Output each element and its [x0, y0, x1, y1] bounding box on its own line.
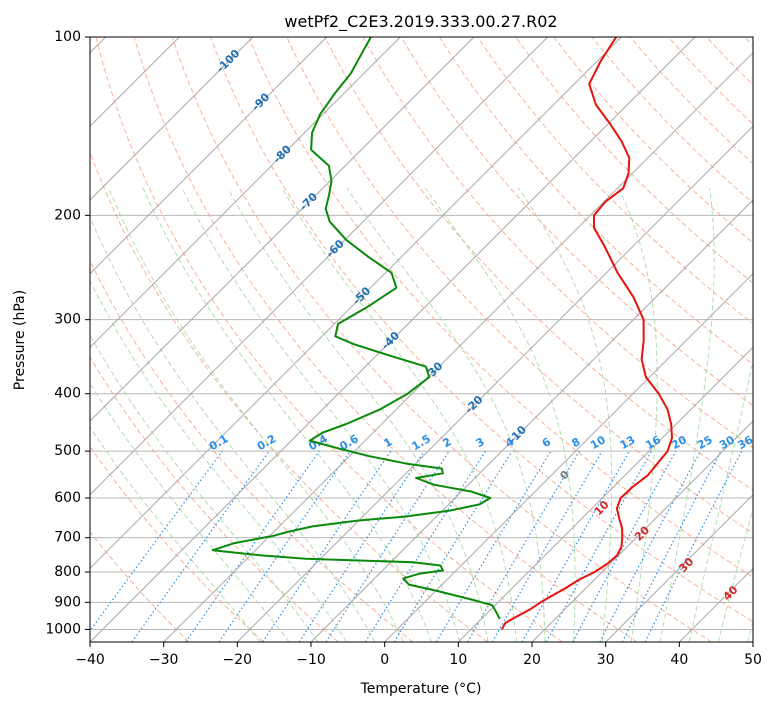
y-tick-label: 700 — [54, 530, 81, 546]
moist-adiabats — [90, 187, 753, 642]
y-tick-label: 800 — [54, 564, 81, 580]
dry-adiabat — [286, 37, 753, 534]
plot-area — [90, 37, 753, 642]
moist-adiabat — [108, 188, 404, 642]
mixing-ratio-line — [185, 450, 320, 642]
dry-adiabat — [324, 37, 753, 491]
mixing-ratio-line — [90, 450, 223, 632]
x-tick-label: 40 — [670, 652, 688, 668]
mixing-ratio-line — [364, 450, 486, 642]
x-tick-label: 10 — [449, 652, 467, 668]
temperature-profile — [500, 37, 673, 630]
moist-adiabat — [618, 187, 658, 642]
moist-adiabat — [90, 334, 319, 642]
x-tick-label: 0 — [380, 652, 389, 668]
isotherm-line — [90, 37, 549, 496]
x-tick-label: −20 — [223, 652, 253, 668]
x-tick-label: 30 — [597, 652, 615, 668]
isotherm-line — [531, 420, 753, 642]
x-tick-label: −30 — [149, 652, 179, 668]
y-tick-label: 1000 — [45, 621, 81, 637]
x-tick-label: 50 — [744, 652, 762, 668]
mixing-ratio-lines — [90, 450, 743, 642]
isotherm-line — [310, 199, 753, 642]
moist-adiabat — [90, 382, 290, 642]
moist-adiabat — [425, 187, 576, 642]
y-tick-label: 400 — [54, 386, 81, 402]
dry-adiabats — [90, 37, 753, 642]
moist-adiabat — [346, 187, 546, 642]
isotherm-line — [90, 37, 401, 349]
isotherm-line — [457, 346, 753, 642]
moist-adiabat — [659, 188, 715, 642]
isotherm-line — [90, 37, 622, 570]
dry-adiabat — [90, 259, 414, 642]
x-axis-ticks: −40 −30 −20 −10 0 10 20 30 40 50 — [75, 642, 762, 668]
dry-adiabat — [90, 356, 339, 642]
y-tick-label: 500 — [54, 443, 81, 459]
y-axis-title: Pressure (hPa) — [12, 290, 28, 390]
isotherm-line — [605, 493, 753, 642]
dewpoint-profile — [211, 37, 501, 620]
dry-adiabat — [210, 37, 753, 623]
mixing-ratio-line — [466, 450, 580, 642]
mixing-ratio-line — [491, 450, 603, 642]
dry-adiabat — [90, 150, 488, 642]
isotherm-line — [90, 37, 696, 642]
isotherm-line — [90, 37, 475, 422]
dry-adiabat — [591, 37, 753, 204]
mixing-ratio-line — [393, 450, 513, 642]
y-tick-label: 600 — [54, 490, 81, 506]
mixing-ratio-line — [435, 450, 552, 642]
plot-frame — [89, 36, 754, 643]
y-tick-label: 900 — [54, 594, 81, 610]
isotherm-line — [163, 51, 753, 642]
dry-adiabat — [553, 37, 753, 244]
mixing-ratio-line — [572, 450, 677, 642]
y-tick-label: 300 — [54, 312, 81, 328]
dry-adiabat — [248, 37, 753, 578]
y-tick-label: 100 — [54, 29, 81, 45]
dry-adiabat — [477, 37, 753, 325]
moist-adiabat — [90, 279, 347, 642]
profile-series — [211, 37, 673, 630]
y-tick-label: 200 — [54, 207, 81, 223]
x-tick-label: 20 — [523, 652, 541, 668]
moist-adiabat — [142, 187, 432, 642]
isotherm-line — [90, 37, 328, 275]
dry-adiabat — [400, 37, 753, 407]
moist-adiabat — [90, 426, 261, 642]
moist-adiabat — [227, 187, 489, 642]
dry-adiabat — [133, 37, 638, 642]
moist-adiabat — [90, 215, 376, 642]
isotherm-line — [236, 125, 753, 642]
dry-adiabat — [90, 531, 190, 642]
dry-adiabat — [171, 37, 712, 642]
mixing-ratio-line — [218, 450, 351, 642]
x-axis-title: Temperature (°C) — [360, 681, 482, 697]
moist-adiabat — [518, 187, 613, 642]
x-tick-label: −10 — [296, 652, 326, 668]
x-tick-label: −40 — [75, 652, 105, 668]
moist-adiabat — [181, 187, 461, 642]
dry-adiabat — [95, 37, 563, 642]
isotherm-line — [384, 272, 753, 642]
y-axis-ticks: 100 200 300 400 500 600 700 800 900 1000 — [45, 29, 90, 637]
dry-adiabat — [438, 37, 753, 365]
chart-title: wetPf2_C2E3.2019.333.00.27.R02 — [284, 12, 557, 32]
isotherms — [90, 37, 753, 642]
mixing-ratio-line — [131, 450, 270, 642]
mixing-ratio-line — [521, 450, 631, 642]
isotherm-line — [90, 37, 254, 201]
